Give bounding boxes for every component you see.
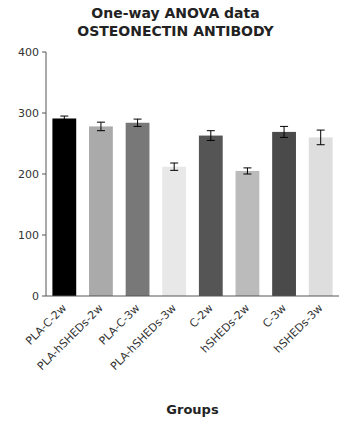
x-tick-label: PLA-hSHEDs-2w	[35, 302, 106, 373]
y-axis: 0 100 200 300 400	[18, 46, 46, 303]
bar	[162, 167, 186, 296]
x-axis: PLA-C-2wPLA-hSHEDs-2wPLA-C-3wPLA-hSHEDs-…	[23, 302, 325, 373]
bar	[236, 171, 260, 296]
y-tick	[42, 235, 46, 236]
x-tick-label: C-3w	[260, 302, 289, 331]
bar	[126, 123, 150, 296]
y-tick	[42, 113, 46, 114]
bar	[89, 126, 113, 296]
y-tick	[42, 296, 46, 297]
error-bar	[60, 116, 68, 121]
y-tick-label: 400	[18, 46, 39, 59]
x-axis-label: Groups	[166, 402, 219, 417]
x-tick-label: hSHEDs-3w	[272, 302, 326, 356]
title: One-way ANOVA data	[91, 5, 259, 21]
error-bar	[243, 168, 251, 174]
error-bar	[317, 130, 325, 145]
chart-svg: One-way ANOVA data OSTEONECTIN ANTIBODY 0 1…	[0, 0, 351, 424]
error-bar	[280, 126, 288, 137]
bar	[272, 132, 296, 296]
x-tick-label: PLA-hSHEDs-3w	[108, 302, 179, 373]
chart-container: One-way ANOVA data OSTEONECTIN ANTIBODY 0 1…	[0, 0, 351, 424]
x-axis-line	[46, 296, 339, 297]
y-tick	[42, 52, 46, 53]
error-bar	[207, 131, 215, 141]
y-tick-label: 0	[32, 290, 39, 303]
bar	[199, 136, 223, 296]
subtitle: OSTEONECTIN ANTIBODY	[77, 23, 274, 39]
error-bar	[170, 163, 178, 170]
y-axis-line	[46, 52, 47, 296]
plot-area	[52, 116, 332, 296]
y-tick-label: 100	[18, 229, 39, 242]
error-bar	[134, 119, 142, 126]
y-tick-label: 200	[18, 168, 39, 181]
bar	[52, 118, 76, 296]
bar	[309, 137, 333, 296]
x-tick-label: hSHEDs-2w	[198, 302, 252, 356]
y-tick-label: 300	[18, 107, 39, 120]
error-bar	[97, 122, 105, 131]
x-tick-label: C-2w	[187, 302, 216, 331]
y-tick	[42, 174, 46, 175]
